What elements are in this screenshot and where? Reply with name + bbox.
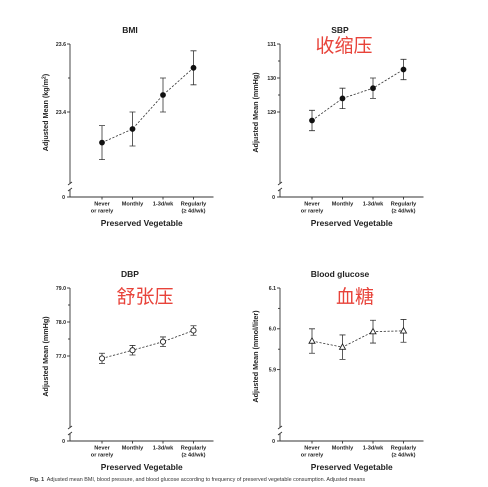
y-tick-label: 23.6 bbox=[56, 42, 66, 48]
x-tick-label: Monthly bbox=[122, 202, 144, 208]
y-tick-label: 78.0 bbox=[56, 320, 66, 326]
x-tick-label: Regularly (≥ 4d/wk) bbox=[391, 446, 417, 459]
x-tick-label: 1-3d/wk bbox=[153, 202, 174, 208]
x-tick-label: Monthly bbox=[332, 202, 354, 208]
data-point bbox=[370, 85, 376, 92]
x-tick-label: Never or rarely bbox=[301, 202, 324, 215]
x-tick-label: 1-3d/wk bbox=[363, 202, 384, 208]
x-axis-label: Preserved Vegetable bbox=[101, 218, 183, 228]
chart-title: DBP bbox=[121, 269, 139, 279]
figure-caption: Fig. 1 Adjusted mean BMI, blood pressure… bbox=[30, 477, 488, 483]
y-axis-label: Adjusted Mean (mmHg) bbox=[41, 316, 50, 397]
series-line bbox=[311, 69, 404, 121]
x-axis-label: Preserved Vegetable bbox=[311, 218, 393, 228]
y-tick-label: 6.1 bbox=[269, 286, 276, 292]
data-point bbox=[338, 343, 347, 350]
y-tick-label-zero: 0 bbox=[62, 195, 65, 201]
data-point bbox=[129, 126, 136, 132]
y-tick-label: 130 bbox=[267, 76, 276, 82]
y-axis-label: Adjusted Mean (mmol/liter) bbox=[251, 310, 260, 403]
caption-fig-label: Fig. 1 bbox=[30, 477, 45, 483]
data-point bbox=[309, 117, 315, 124]
data-point bbox=[369, 327, 377, 335]
y-tick-label-zero: 0 bbox=[272, 195, 275, 201]
x-tick-label: Never or rarely bbox=[301, 446, 324, 459]
y-tick-label-zero: 0 bbox=[272, 439, 275, 445]
x-tick-label: Never or rarely bbox=[91, 202, 114, 215]
caption-text: Adjusted mean BMI, blood pressure, and b… bbox=[46, 477, 366, 483]
axis-break-marks bbox=[277, 181, 283, 192]
y-tick-label: 5.9 bbox=[269, 367, 276, 373]
y-tick-label: 131 bbox=[267, 42, 276, 48]
y-tick-label: 77.0 bbox=[56, 354, 66, 360]
chart-annotation: 血糖 bbox=[336, 286, 374, 308]
figure: BMI 23.4 23.6 0 Adjusted Mean (kg/m2) Never or… bbox=[41, 25, 424, 472]
axis-break-marks bbox=[67, 181, 73, 192]
axis-break-marks bbox=[277, 425, 283, 436]
x-axis-label: Preserved Vegetable bbox=[101, 462, 183, 472]
x-tick-label: Regularly (≥ 4d/wk) bbox=[181, 202, 207, 215]
x-axis-label: Preserved Vegetable bbox=[311, 462, 393, 472]
series-line bbox=[101, 330, 194, 359]
x-tick-label: Regularly (≥ 4d/wk) bbox=[391, 202, 417, 215]
chart-title: Blood glucose bbox=[311, 269, 370, 279]
x-tick-label: Monthly bbox=[122, 446, 144, 452]
data-point bbox=[339, 95, 346, 102]
y-tick-label: 79.0 bbox=[56, 286, 66, 292]
series-line bbox=[311, 330, 404, 348]
chart-panel-3: DBP 舒张压 77.0 78.0 79.0 0 Adjusted Mean (mmHg) N… bbox=[41, 269, 214, 472]
x-tick-label: Regularly (≥ 4d/wk) bbox=[181, 446, 207, 459]
y-tick-label: 23.4 bbox=[56, 110, 66, 116]
data-point bbox=[160, 92, 166, 98]
y-tick-label: 129 bbox=[267, 110, 276, 116]
chart-annotation: 舒张压 bbox=[116, 286, 173, 308]
data-point bbox=[159, 338, 167, 345]
chart-annotation: 收缩压 bbox=[315, 35, 372, 57]
chart-panel-1: BMI 23.4 23.6 0 Adjusted Mean (kg/m2) Never or… bbox=[41, 25, 214, 228]
data-point bbox=[308, 336, 316, 344]
x-tick-label: 1-3d/wk bbox=[153, 446, 174, 452]
data-point bbox=[400, 66, 407, 73]
chart-panel-4: Blood glucose 血糖 5.9 6.0 6.1 0 Adjusted Mean (… bbox=[251, 269, 424, 472]
data-point bbox=[190, 327, 197, 334]
chart-title: SBP bbox=[331, 25, 349, 35]
axis-break-marks bbox=[67, 425, 73, 436]
data-point bbox=[190, 64, 197, 71]
y-tick-label-zero: 0 bbox=[62, 439, 65, 445]
data-point bbox=[99, 139, 105, 146]
data-point bbox=[98, 355, 106, 362]
data-point bbox=[129, 347, 136, 354]
x-tick-label: 1-3d/wk bbox=[363, 446, 384, 452]
y-tick-label: 6.0 bbox=[269, 327, 276, 333]
x-tick-label: Monthly bbox=[332, 446, 354, 452]
y-axis-label: Adjusted Mean (kg/m2) bbox=[41, 73, 50, 151]
y-axis-label: Adjusted Mean (mmHg) bbox=[251, 72, 260, 153]
chart-title: BMI bbox=[122, 25, 138, 35]
x-tick-label: Never or rarely bbox=[91, 446, 114, 459]
series-line bbox=[101, 67, 194, 143]
data-point bbox=[399, 326, 408, 334]
